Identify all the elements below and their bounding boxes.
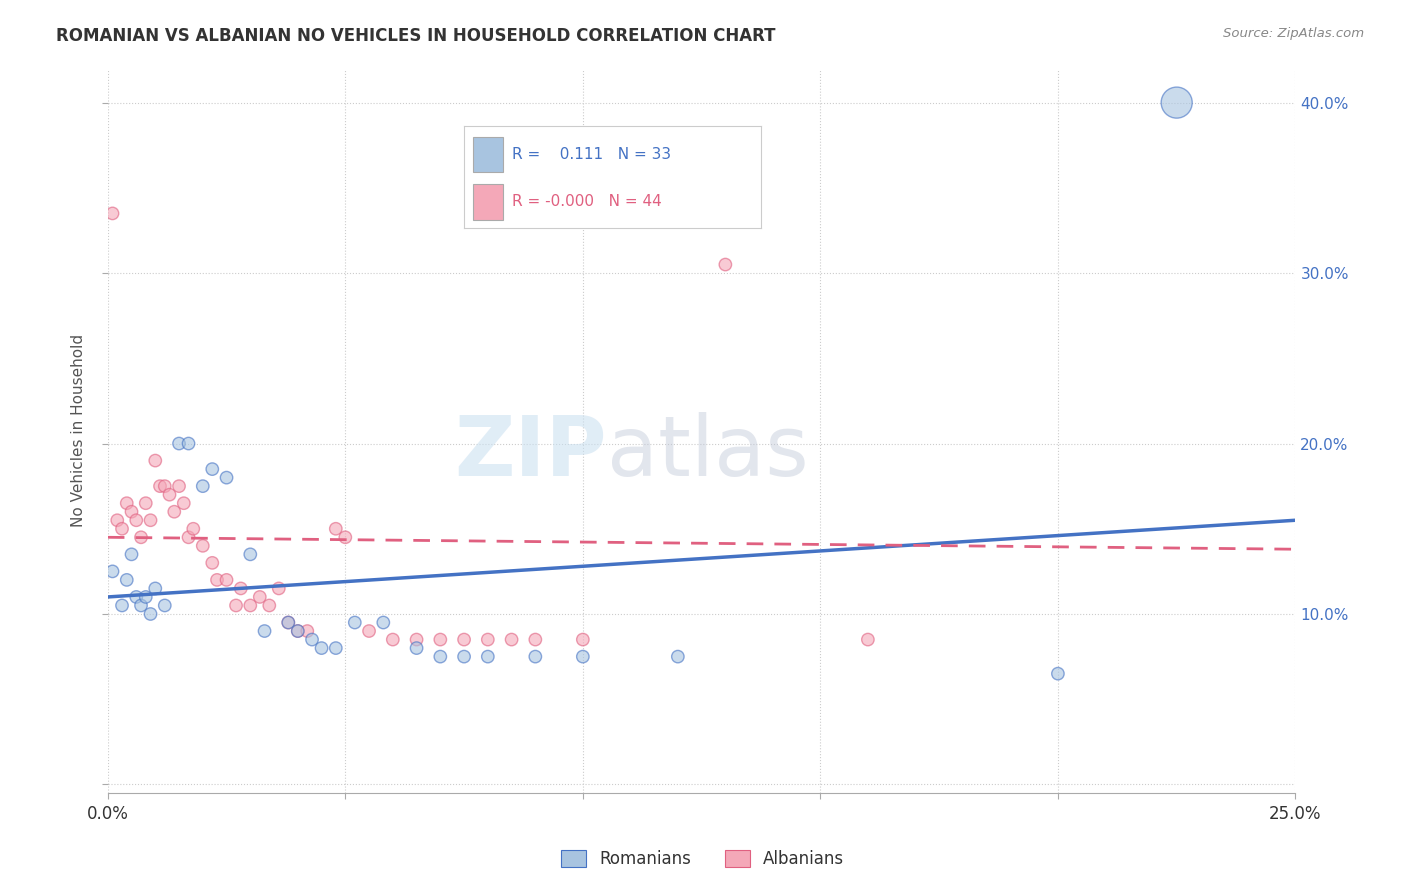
Point: [135, 496, 157, 510]
Point: [1166, 95, 1188, 110]
Point: [249, 590, 271, 604]
Point: [335, 530, 357, 544]
Point: [225, 599, 247, 613]
Point: [325, 522, 347, 536]
Point: [139, 513, 162, 527]
Point: [297, 624, 319, 638]
Point: [125, 513, 148, 527]
Point: [153, 599, 176, 613]
Point: [429, 632, 451, 647]
Point: [201, 462, 224, 476]
Point: [714, 258, 737, 272]
Point: [572, 632, 595, 647]
Point: [191, 479, 214, 493]
Y-axis label: No Vehicles in Household: No Vehicles in Household: [72, 334, 86, 527]
Point: [143, 582, 166, 596]
Point: [159, 488, 181, 502]
Point: [429, 649, 451, 664]
Point: [121, 505, 143, 519]
Point: [325, 641, 347, 656]
Point: [277, 615, 299, 630]
Point: [101, 565, 124, 579]
Point: [239, 599, 262, 613]
Point: [453, 632, 475, 647]
Text: ZIP: ZIP: [454, 412, 606, 493]
Point: [191, 539, 214, 553]
Point: [856, 632, 879, 647]
Point: [357, 624, 380, 638]
Text: Source: ZipAtlas.com: Source: ZipAtlas.com: [1223, 27, 1364, 40]
Point: [287, 624, 309, 638]
Point: [501, 632, 523, 647]
Point: [477, 649, 499, 664]
Point: [115, 496, 138, 510]
Point: [167, 436, 190, 450]
Point: [149, 479, 172, 493]
Point: [215, 470, 238, 484]
Point: [111, 599, 134, 613]
Point: [1046, 666, 1069, 681]
Point: [153, 479, 176, 493]
Legend: Romanians, Albanians: Romanians, Albanians: [555, 843, 851, 875]
Point: [477, 632, 499, 647]
Point: [301, 632, 323, 647]
Point: [201, 556, 224, 570]
Point: [287, 624, 309, 638]
Point: [259, 599, 281, 613]
Point: [101, 206, 124, 220]
Point: [405, 632, 427, 647]
Point: [121, 547, 143, 561]
Point: [139, 607, 162, 621]
Point: [524, 649, 547, 664]
Point: [177, 530, 200, 544]
Point: [135, 590, 157, 604]
Point: [173, 496, 195, 510]
Point: [381, 632, 404, 647]
Point: [229, 582, 252, 596]
Point: [373, 615, 395, 630]
Text: ROMANIAN VS ALBANIAN NO VEHICLES IN HOUSEHOLD CORRELATION CHART: ROMANIAN VS ALBANIAN NO VEHICLES IN HOUS…: [56, 27, 776, 45]
Point: [205, 573, 228, 587]
Point: [267, 582, 290, 596]
Point: [253, 624, 276, 638]
Text: atlas: atlas: [606, 412, 808, 493]
Point: [572, 649, 595, 664]
Point: [311, 641, 333, 656]
Point: [125, 590, 148, 604]
Point: [167, 479, 190, 493]
Point: [129, 599, 152, 613]
Point: [177, 436, 200, 450]
Point: [163, 505, 186, 519]
Point: [143, 453, 166, 467]
Point: [115, 573, 138, 587]
Point: [453, 649, 475, 664]
Point: [111, 522, 134, 536]
Point: [277, 615, 299, 630]
Point: [129, 530, 152, 544]
Point: [524, 632, 547, 647]
Point: [666, 649, 689, 664]
Point: [215, 573, 238, 587]
Point: [181, 522, 204, 536]
Point: [405, 641, 427, 656]
Point: [343, 615, 366, 630]
Point: [239, 547, 262, 561]
Point: [105, 513, 128, 527]
